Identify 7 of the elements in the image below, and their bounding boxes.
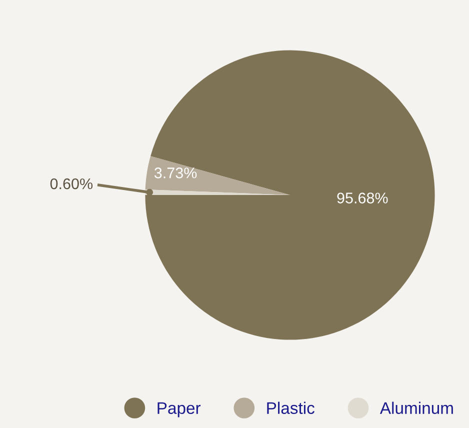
data-label: 3.73% (154, 168, 197, 178)
data-label: 95.68% (337, 192, 388, 204)
pie-slice (145, 156, 290, 195)
data-label: 0.60% (50, 178, 93, 190)
legend-label: Plastic (267, 402, 314, 414)
legend-label: Aluminum (380, 402, 453, 414)
legend-label: Paper (158, 402, 201, 418)
